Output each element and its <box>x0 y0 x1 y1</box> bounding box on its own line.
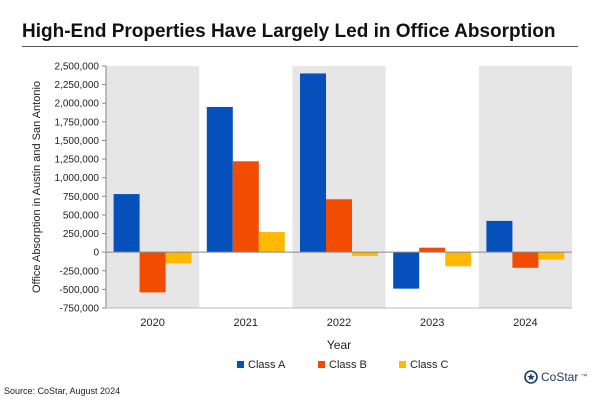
y-tick-label: -250,000 <box>60 266 100 277</box>
y-tick-label: 1,000,000 <box>55 173 100 184</box>
legend-label-class-c: Class C <box>410 359 449 371</box>
y-tick-label: 750,000 <box>63 192 100 203</box>
bar-class-c-2024 <box>538 252 565 260</box>
bar-class-b-2024 <box>512 252 539 268</box>
logo-trademark: ™ <box>581 374 588 380</box>
y-tick-label: 1,500,000 <box>55 136 100 147</box>
bar-class-c-2023 <box>445 252 472 267</box>
y-tick-label: 500,000 <box>63 210 100 221</box>
bar-class-c-2021 <box>258 232 285 253</box>
bar-class-a-2020 <box>113 194 140 253</box>
bar-class-c-2022 <box>352 252 378 256</box>
y-tick-label: -750,000 <box>60 304 100 315</box>
y-tick-label: 0 <box>93 248 99 259</box>
y-tick-label: 2,500,000 <box>55 62 100 73</box>
y-tick-label: 2,250,000 <box>55 80 100 91</box>
legend-swatch-class-a <box>237 361 244 368</box>
y-tick-label: 1,750,000 <box>55 117 100 128</box>
x-tick-label-2024: 2024 <box>513 317 537 329</box>
category-band-2024 <box>478 66 572 308</box>
x-tick-label-2022: 2022 <box>327 317 351 329</box>
bar-class-a-2024 <box>486 220 513 253</box>
y-tick-label: 2,000,000 <box>55 99 100 110</box>
x-tick-label-2021: 2021 <box>234 317 258 329</box>
bar-class-b-2023 <box>419 247 446 253</box>
legend-label-class-b: Class B <box>329 359 367 371</box>
x-tick-label-2023: 2023 <box>420 317 444 329</box>
legend-swatch-class-b <box>318 361 325 368</box>
chart-title: High-End Properties Have Largely Led in … <box>22 21 556 42</box>
bar-class-b-2021 <box>232 161 259 253</box>
y-tick-label: 250,000 <box>63 229 100 240</box>
costar-logo: CoStar ™ <box>524 370 587 384</box>
title-divider <box>22 46 578 47</box>
bar-class-a-2022 <box>300 73 326 253</box>
y-axis-title: Office Absorption in Austin and San Anto… <box>31 81 43 293</box>
bar-class-a-2021 <box>206 106 233 253</box>
logo-text: CoStar <box>541 370 579 384</box>
source-note: Source: CoStar, August 2024 <box>4 386 121 396</box>
y-tick-label: -500,000 <box>60 285 100 296</box>
bar-class-c-2020 <box>165 252 192 264</box>
bar-class-b-2022 <box>326 199 352 253</box>
bar-class-b-2020 <box>139 252 166 293</box>
x-tick-label-2020: 2020 <box>140 317 164 329</box>
legend-swatch-class-c <box>399 361 406 368</box>
legend-label-class-a: Class A <box>248 359 286 371</box>
costar-star-icon <box>524 370 538 384</box>
y-tick-label: 1,250,000 <box>55 155 100 166</box>
bar-class-a-2023 <box>393 252 420 289</box>
x-axis-title: Year <box>327 338 351 352</box>
